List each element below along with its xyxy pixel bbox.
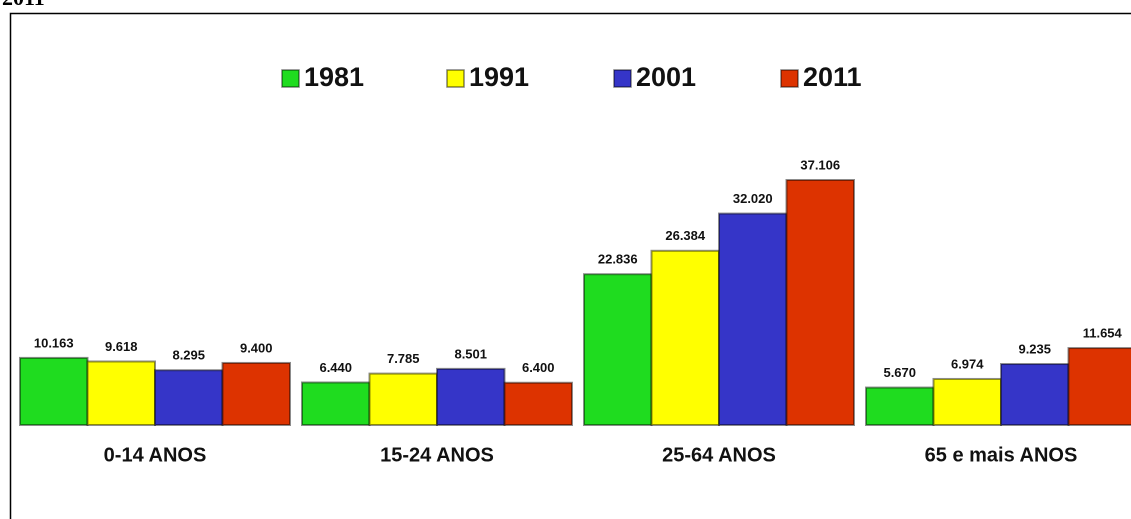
frame [9,12,1131,519]
bar [503,381,573,426]
x-tick-label: 0-14 ANOS [104,444,207,466]
value-label: 8.295 [172,348,205,363]
value-label: 11.654 [1083,325,1123,340]
x-tick-label: 25-64 ANOS [662,444,776,466]
value-label: 8.501 [454,346,487,361]
value-label: 37.106 [800,157,840,172]
bar [154,369,224,427]
bar [436,367,506,426]
bar [368,372,438,426]
value-label: 10.163 [34,335,74,350]
x-tick-label: 15-24 ANOS [380,444,494,466]
bar [1000,363,1070,427]
legend-label: 2011 [803,62,862,92]
value-label: 9.618 [105,339,138,354]
legend-swatch [446,69,465,88]
value-label: 7.785 [387,351,420,366]
legend-swatch [613,69,632,88]
chart-title: 2011 [2,0,45,10]
value-label: 6.440 [319,360,352,375]
bar [301,381,371,426]
value-label: 9.235 [1018,341,1051,356]
legend-label: 1991 [469,62,529,92]
bar [1067,347,1131,426]
bar [86,360,156,427]
bar [650,249,720,426]
bar [19,356,89,426]
bar [785,179,855,426]
legend-swatch [281,69,300,88]
bar [221,361,291,427]
bar [865,386,935,426]
bar [583,273,653,426]
value-label: 22.836 [598,252,638,267]
value-label: 26.384 [665,228,706,243]
value-label: 6.974 [951,356,984,371]
value-label: 32.020 [733,191,773,206]
bar [718,212,788,426]
legend-swatch [780,69,799,88]
value-label: 9.400 [240,340,273,355]
value-label: 5.670 [883,365,916,380]
bar [932,377,1002,426]
legend-label: 2001 [636,62,696,92]
x-tick-label: 65 e mais ANOS [925,444,1078,466]
value-label: 6.400 [522,360,555,375]
legend-label: 1981 [304,62,364,92]
